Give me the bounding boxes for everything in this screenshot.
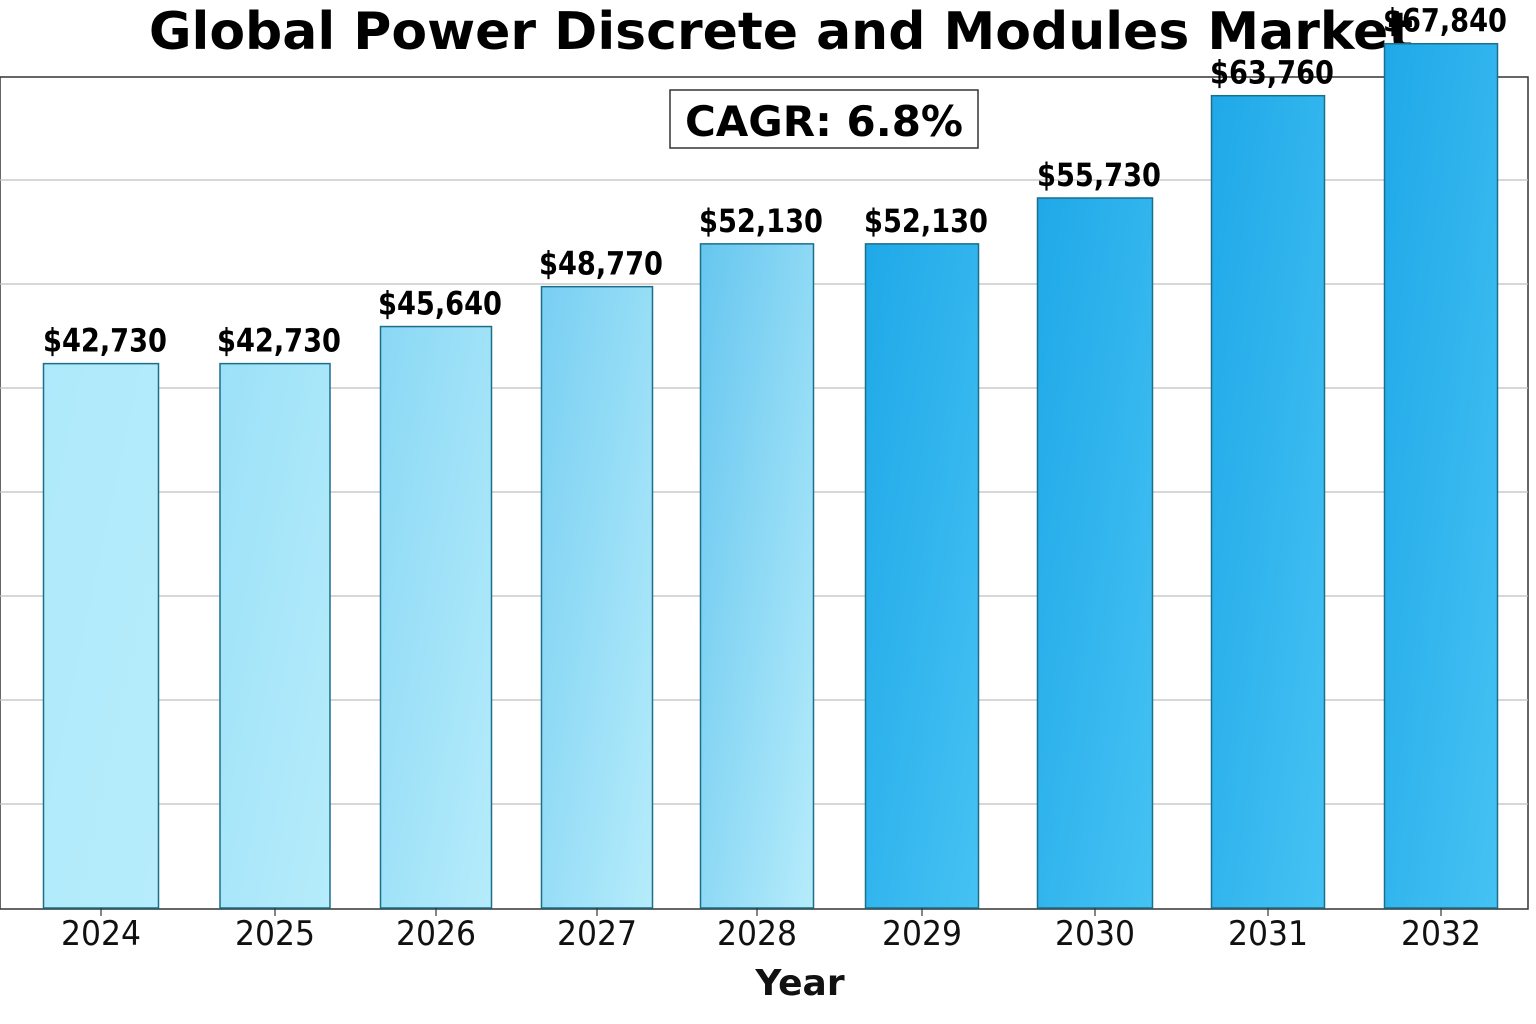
x-tick-label-2024: 2024 bbox=[61, 914, 141, 954]
bar-2030 bbox=[1036, 197, 1154, 909]
x-tick-label-2028: 2028 bbox=[717, 914, 797, 954]
x-tick-label-2029: 2029 bbox=[882, 914, 962, 954]
value-label-2024: $42,730 bbox=[43, 322, 167, 360]
bar-2025 bbox=[219, 362, 331, 909]
bar-2026 bbox=[379, 325, 493, 909]
cagr-box bbox=[669, 89, 979, 149]
bar-2032 bbox=[1383, 42, 1499, 909]
bar-2024 bbox=[42, 362, 160, 909]
x-tick-label-2027: 2027 bbox=[557, 914, 637, 954]
x-tick-label-2025: 2025 bbox=[235, 914, 315, 954]
value-label-2027: $48,770 bbox=[539, 245, 663, 283]
value-label-2031: $63,760 bbox=[1210, 54, 1334, 92]
bar-2031 bbox=[1210, 94, 1326, 909]
value-label-2030: $55,730 bbox=[1037, 156, 1161, 194]
x-tick-label-2026: 2026 bbox=[396, 914, 476, 954]
value-label-2025: $42,730 bbox=[217, 322, 341, 360]
cagr-label: CAGR: 6.8% bbox=[685, 97, 963, 146]
bar-2029 bbox=[864, 243, 980, 909]
x-tick-label-2030: 2030 bbox=[1055, 914, 1135, 954]
x-ticks: 2024 2025 2026 2027 2028 2029 2030 2031 2032 bbox=[61, 908, 1481, 954]
chart-title: Global Power Discrete and Modules Market bbox=[148, 2, 1414, 62]
value-labels: $42,730 $42,730 $45,640 $48,770 $52,130 $52,1… bbox=[43, 2, 1507, 360]
value-label-2032: $67,840 bbox=[1383, 2, 1507, 40]
x-tick-label-2032: 2032 bbox=[1401, 914, 1481, 954]
bar-2027 bbox=[540, 285, 654, 909]
x-axis-title: Year bbox=[754, 963, 844, 1004]
x-tick-label-2031: 2031 bbox=[1228, 914, 1308, 954]
bars bbox=[42, 42, 1499, 909]
cagr-annotation: CAGR: 6.8% bbox=[669, 89, 979, 149]
value-label-2028: $52,130 bbox=[699, 202, 823, 240]
bar-2028 bbox=[699, 243, 815, 909]
value-label-2029: $52,130 bbox=[864, 202, 988, 240]
value-label-2026: $45,640 bbox=[378, 285, 502, 323]
plot-frame bbox=[0, 76, 1529, 910]
